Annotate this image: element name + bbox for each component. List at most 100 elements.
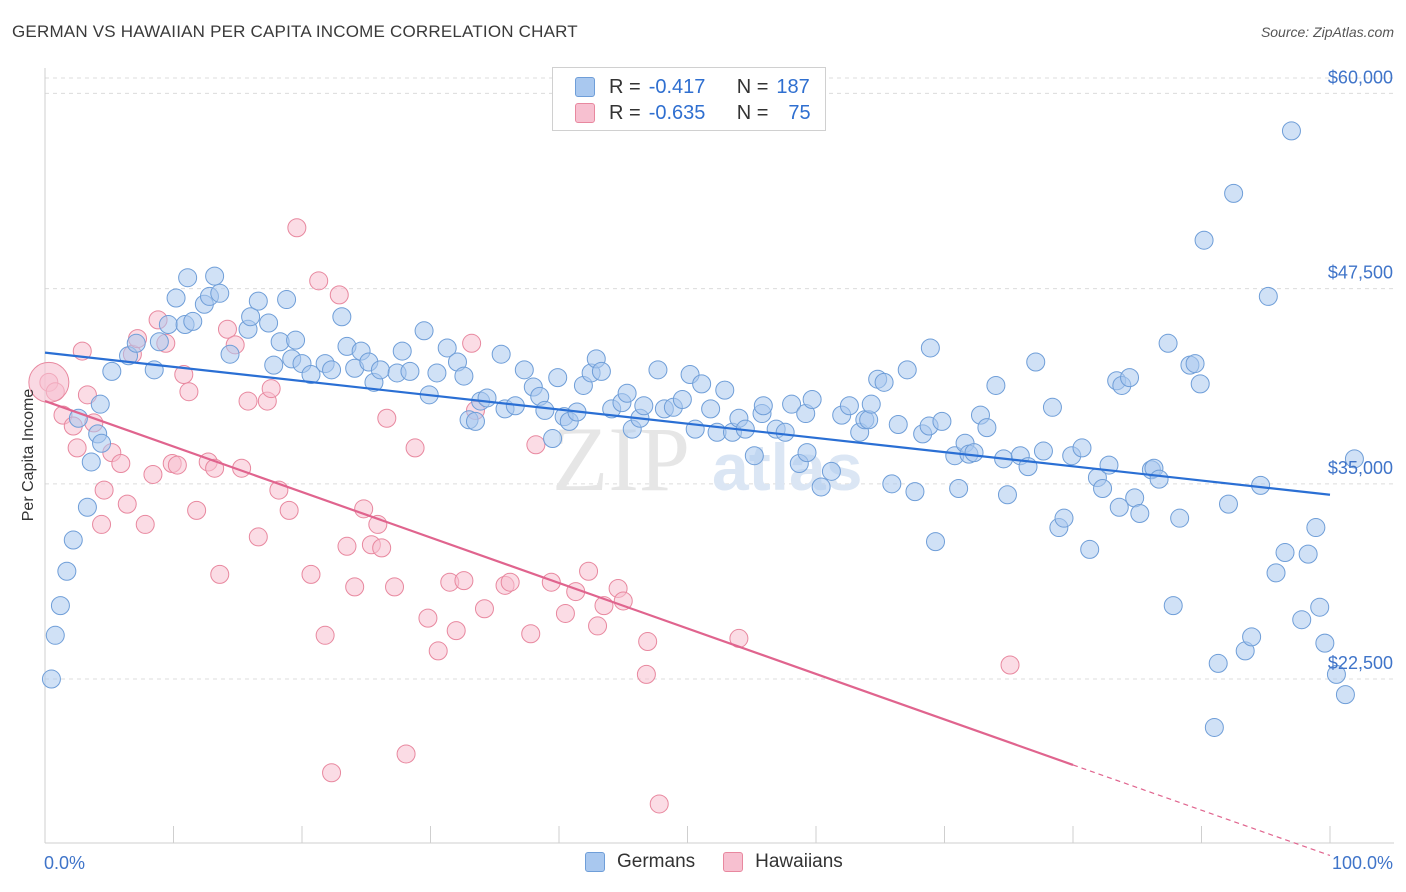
germans-legend-label: Germans <box>617 851 696 872</box>
legend-item-hawaiians: Hawaiians <box>723 851 843 873</box>
germans-point <box>1310 597 1330 617</box>
hawaiians-point <box>636 664 656 684</box>
germans-point <box>178 268 198 288</box>
hawaiians-point <box>279 500 299 520</box>
hawaiians-point <box>474 599 494 619</box>
hawaiians-point <box>613 591 633 611</box>
hawaiians-point <box>337 536 357 556</box>
y-tick-labels: $22,500 $35,000 $47,500 $60,000 <box>1328 67 1393 673</box>
y-tick-label: $35,000 <box>1328 458 1393 478</box>
germans-point <box>1158 333 1178 353</box>
hawaiians-point <box>446 621 466 641</box>
germans-point <box>802 390 822 410</box>
correlation-legend: R = -0.417 N = 187 R = -0.635 N = 75 <box>552 67 826 131</box>
germans-point <box>543 429 563 449</box>
germans-point <box>648 360 668 380</box>
germans-point <box>370 360 390 380</box>
germans-point <box>797 443 817 463</box>
germans-trend-line <box>44 351 1331 496</box>
germans-point <box>392 341 412 361</box>
germans-point <box>149 332 169 352</box>
germans-point <box>1208 653 1228 673</box>
germans-point <box>1026 352 1046 372</box>
legend-r-label: R = <box>609 101 641 124</box>
germans-point <box>701 399 721 419</box>
hawaiians-point <box>377 408 397 428</box>
germans-point <box>1344 449 1364 469</box>
legend-row-hawaiians: R = -0.635 N = 75 <box>575 100 811 126</box>
germans-point <box>782 394 802 414</box>
hawaiians-point <box>309 271 329 291</box>
germans-point <box>859 410 879 430</box>
germans-point <box>821 461 841 481</box>
germans-point <box>1266 563 1286 583</box>
germans-point <box>220 344 240 364</box>
germans-point <box>514 360 534 380</box>
hawaiians-series <box>28 218 1020 814</box>
germans-point <box>241 307 261 327</box>
germans-point <box>1130 503 1150 523</box>
germans-point <box>715 380 735 400</box>
germans-point <box>1326 664 1346 684</box>
germans-point <box>744 446 764 466</box>
germans-point <box>905 482 925 502</box>
germans-point <box>617 383 637 403</box>
germans-point <box>332 307 352 327</box>
germans-point <box>897 360 917 380</box>
hawaiians-point <box>649 794 669 814</box>
germans-point <box>259 313 279 333</box>
germans-point <box>1185 354 1205 374</box>
germans-swatch <box>575 77 595 97</box>
germans-point <box>41 669 61 689</box>
hawaiians-point <box>210 564 230 584</box>
germans-point <box>1190 374 1210 394</box>
germans-point <box>1120 368 1140 388</box>
y-tick-label: $22,500 <box>1328 653 1393 673</box>
legend-row-germans: R = -0.417 N = 187 <box>575 74 810 100</box>
hawaiians-point <box>329 285 349 305</box>
hawaiians-point <box>111 454 131 474</box>
hawaiians-point <box>94 480 114 500</box>
hawaiians-point <box>77 385 97 405</box>
germans-point <box>166 288 186 308</box>
source-credit: Source: ZipAtlas.com <box>1260 24 1394 40</box>
series-legend: Germans Hawaiians <box>585 851 871 873</box>
germans-point <box>437 338 457 358</box>
germans-point <box>548 368 568 388</box>
germans-point <box>997 485 1017 505</box>
germans-point <box>888 414 908 434</box>
hawaiians-point <box>261 379 281 399</box>
germans-point <box>1109 497 1129 517</box>
germans-point <box>882 474 902 494</box>
germans-point <box>1242 627 1262 647</box>
germans-point <box>1170 508 1190 528</box>
germans-point <box>634 396 654 416</box>
germans-point <box>964 443 984 463</box>
y-tick-label: $60,000 <box>1328 67 1393 87</box>
germans-point <box>414 321 434 341</box>
germans-point <box>1080 539 1100 559</box>
germans-point <box>63 530 83 550</box>
germans-point <box>183 311 203 331</box>
grid-lines <box>45 77 1394 680</box>
germans-point <box>158 315 178 335</box>
germans-point <box>1072 438 1092 458</box>
hawaiians-point <box>117 494 137 514</box>
germans-point <box>1163 596 1183 616</box>
hawaiians-point <box>588 616 608 636</box>
hawaiians-point <box>217 319 237 339</box>
y-tick-label: $47,500 <box>1328 263 1393 283</box>
x-tick-label: 100.0% <box>1332 853 1393 873</box>
germans-point <box>264 355 284 375</box>
germans-point <box>775 422 795 442</box>
hawaiians-point <box>187 500 207 520</box>
germans-point <box>400 361 420 381</box>
germans-point <box>277 290 297 310</box>
hawaiians-point <box>372 538 392 558</box>
legend-r-value: -0.417 <box>648 75 706 98</box>
germans-point <box>465 411 485 431</box>
germans-point <box>427 363 447 383</box>
germans-point <box>932 411 952 431</box>
hawaiians-trend-extension <box>1072 764 1331 857</box>
